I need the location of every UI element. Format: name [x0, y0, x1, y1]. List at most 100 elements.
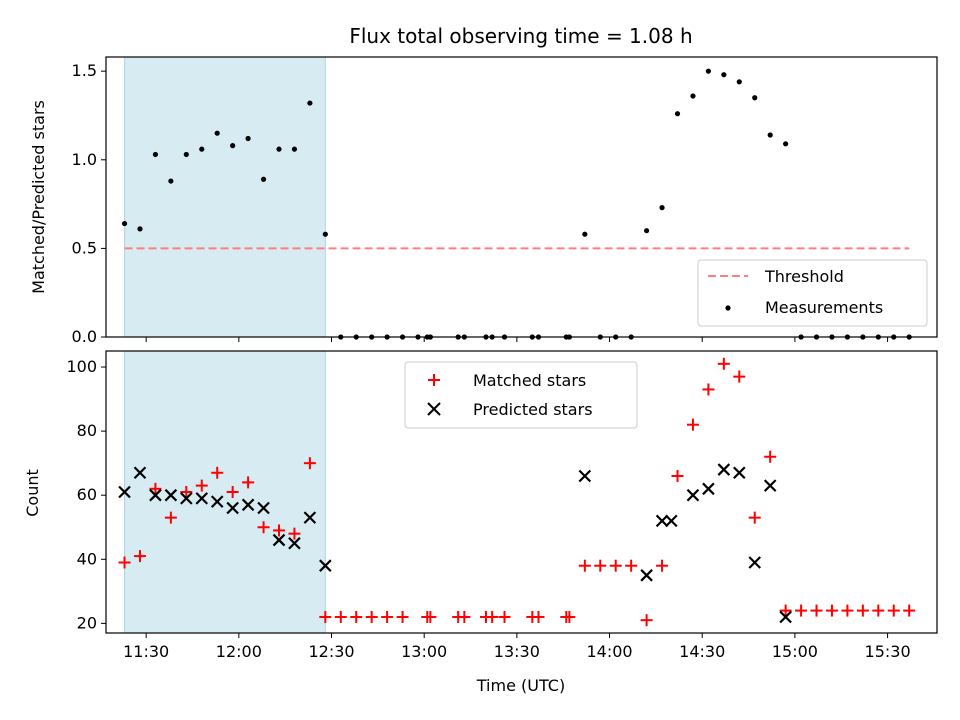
predicted-star-marker [640, 569, 653, 582]
matched-star-marker [458, 610, 471, 623]
predicted-star-marker [288, 536, 301, 550]
top-legend: Threshold Measurements [697, 259, 928, 327]
top-y-tick-label: 0.5 [72, 238, 97, 257]
matched-star-marker [486, 610, 499, 623]
bottom-y-axis-label: Count [23, 469, 42, 517]
matched-star-marker [319, 610, 332, 623]
predicted-star-marker [702, 482, 715, 496]
top-x-axis-ticks [145, 337, 889, 342]
matched-star-marker [242, 476, 255, 489]
bottom-y-axis-ticks: 20 40 60 80 100 [66, 357, 106, 632]
measurement-point [582, 231, 588, 237]
measurements-legend-icon [725, 305, 731, 311]
measurement-point [168, 178, 174, 184]
matched-stars-legend-icon [428, 374, 440, 386]
matched-star-marker [903, 604, 916, 617]
bottom-y-tick-label: 40 [77, 549, 97, 568]
matched-star-marker [226, 486, 239, 498]
matched-star-marker [640, 614, 653, 627]
matched-star-marker [578, 559, 591, 572]
predicted-star-marker [319, 559, 332, 572]
bottom-y-tick-label: 80 [77, 421, 97, 440]
predicted-star-marker [195, 492, 209, 505]
matched-star-marker [748, 511, 761, 524]
measurement-point [690, 93, 696, 99]
matched-star-marker [656, 559, 669, 572]
matched-star-marker [795, 604, 808, 617]
matched-star-marker [195, 479, 208, 492]
x-tick-label: 15:00 [772, 642, 818, 661]
matched-star-marker [118, 556, 131, 569]
measurement-points [121, 68, 912, 340]
predicted-star-marker [164, 488, 178, 502]
matched-star-marker [717, 357, 730, 370]
x-tick-label: 12:30 [308, 642, 354, 661]
measurement-point [783, 141, 789, 147]
bottom-legend-box [404, 361, 638, 429]
predicted-star-marker [149, 488, 162, 502]
bottom-plot-frame [105, 350, 938, 634]
predicted-star-marker [210, 495, 224, 508]
measurement-point [152, 151, 159, 158]
matched-star-marker [365, 610, 378, 623]
matched-star-marker [733, 370, 746, 383]
predicted-star-marker [133, 466, 147, 480]
matched-star-marker [133, 550, 146, 563]
matched-star-marker [764, 450, 777, 463]
measurement-point [322, 231, 328, 237]
predicted-stars-legend-label: Predicted stars [473, 400, 593, 419]
predicted-star-marker [578, 469, 592, 483]
measurement-point [752, 95, 758, 101]
matched-star-marker [671, 469, 684, 482]
predicted-star-marker [717, 463, 731, 476]
predicted-star-marker [180, 492, 193, 505]
top-y-axis-label: Matched/Predicted stars [29, 100, 48, 294]
bottom-x-axis-ticks: 11:30 12:00 12:30 13:00 13:30 14:00 14:30 15:00… [123, 633, 911, 661]
predicted-stars-legend-icon [427, 402, 441, 416]
matched-star-marker [609, 559, 622, 572]
x-tick-label: 13:00 [401, 642, 447, 661]
matched-star-marker [887, 604, 900, 617]
matched-stars-points [118, 357, 916, 627]
x-tick-label: 13:30 [494, 642, 540, 661]
measurement-point [644, 228, 650, 234]
measurement-point [674, 111, 681, 117]
matched-star-marker [625, 559, 638, 572]
predicted-star-marker [272, 533, 286, 547]
matched-star-marker [381, 610, 394, 623]
predicted-star-marker [779, 610, 792, 624]
measurement-point [214, 130, 220, 136]
matched-star-marker [149, 482, 162, 495]
matched-star-marker [424, 610, 437, 623]
matched-star-marker [396, 610, 409, 623]
predicted-star-marker [733, 466, 746, 480]
matched-star-marker [810, 604, 823, 617]
predicted-star-marker [763, 479, 777, 492]
measurement-point [137, 226, 143, 232]
top-legend-box [697, 259, 928, 327]
matched-star-marker [856, 604, 869, 617]
x-axis-label: Time (UTC) [476, 676, 565, 695]
matched-star-marker [180, 486, 193, 498]
matched-star-marker [594, 559, 607, 572]
matched-star-marker [303, 457, 316, 470]
x-tick-label: 14:00 [586, 642, 632, 661]
matched-star-marker [825, 604, 838, 617]
matched-star-marker [350, 610, 363, 623]
matched-star-marker [334, 610, 347, 623]
matched-star-marker [164, 511, 177, 524]
matched-star-marker [686, 418, 699, 431]
matched-star-marker [211, 466, 224, 479]
measurement-point [705, 68, 711, 74]
measurement-point [291, 146, 298, 152]
measurement-point [121, 220, 128, 227]
top-plot-frame [105, 56, 938, 338]
measurement-point [721, 72, 727, 78]
matched-star-marker [872, 604, 885, 617]
bottom-y-tick-label: 100 [66, 357, 97, 376]
chart-title: Flux total observing time = 1.08 h [349, 24, 692, 48]
measurement-point [230, 143, 236, 149]
top-y-tick-label: 1.5 [72, 61, 97, 80]
bottom-legend: Matched stars Predicted stars [404, 361, 638, 429]
